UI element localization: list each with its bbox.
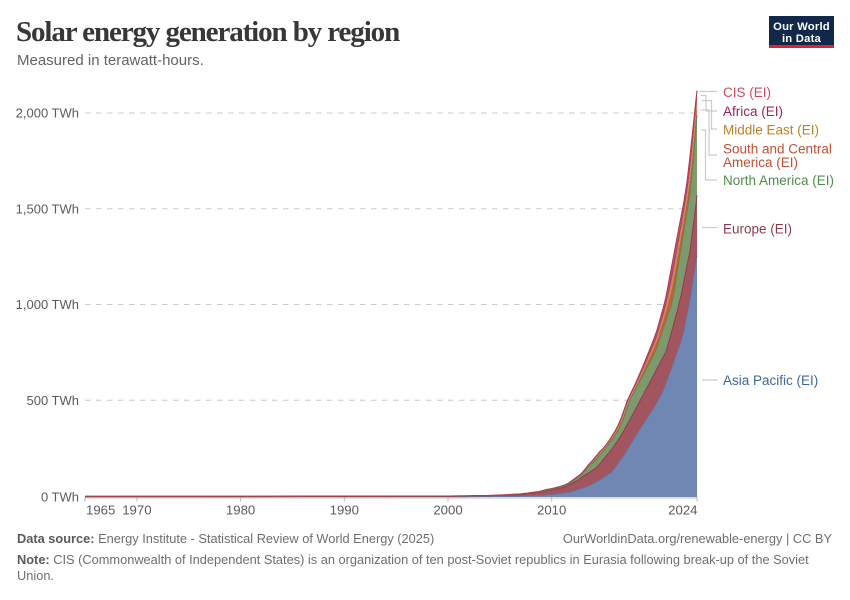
svg-text:1990: 1990 [330,503,359,518]
svg-text:Asia Pacific (EI): Asia Pacific (EI) [723,373,818,388]
svg-text:0 TWh: 0 TWh [41,489,79,504]
svg-text:1,500 TWh: 1,500 TWh [16,201,79,216]
svg-text:Europe (EI): Europe (EI) [723,222,792,237]
svg-text:1980: 1980 [226,503,255,518]
svg-text:1970: 1970 [122,503,151,518]
svg-text:South and Central: South and Central [723,142,832,157]
svg-text:2000: 2000 [433,503,462,518]
svg-text:Africa (EI): Africa (EI) [723,104,783,119]
svg-text:500 TWh: 500 TWh [26,393,79,408]
svg-text:1,000 TWh: 1,000 TWh [16,297,79,312]
svg-text:2010: 2010 [537,503,566,518]
svg-text:CIS (EI): CIS (EI) [723,85,771,100]
svg-text:North America (EI): North America (EI) [723,173,834,188]
svg-text:Middle East (EI): Middle East (EI) [723,123,819,138]
svg-text:2,000 TWh: 2,000 TWh [16,106,79,121]
svg-text:America (EI): America (EI) [723,155,798,170]
svg-text:2024: 2024 [668,503,697,518]
svg-text:1965: 1965 [86,503,115,518]
